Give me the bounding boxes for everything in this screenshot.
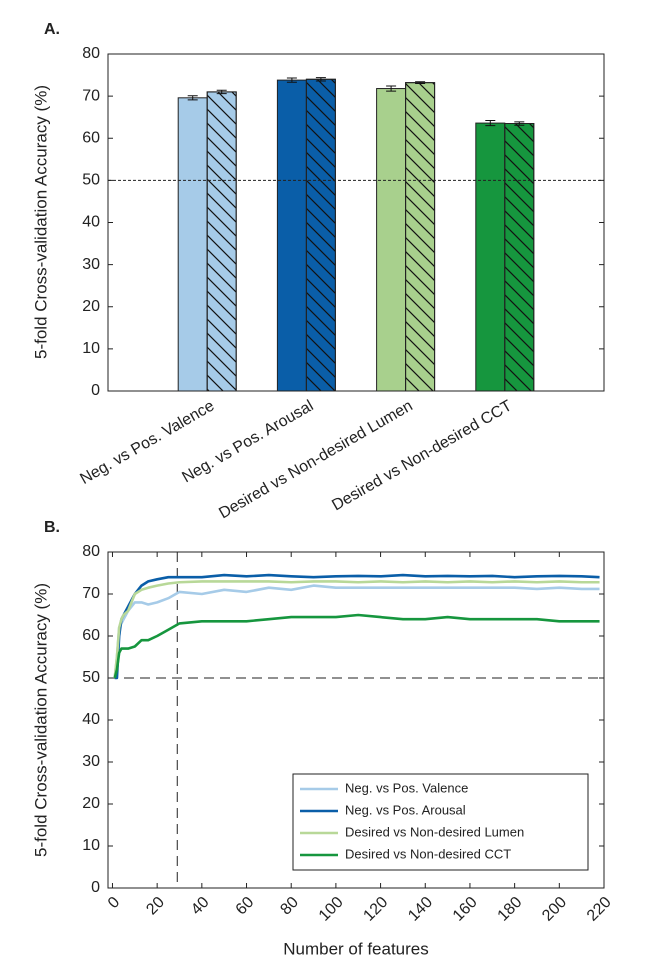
y-tick-label: 50 [82, 172, 100, 189]
bar-hatch [305, 78, 336, 392]
y-tick-label: 20 [82, 298, 100, 315]
error-bar [286, 77, 297, 83]
line-series [113, 613, 600, 679]
y-tick-label: 80 [82, 543, 100, 560]
y-axis-label: 5-fold Cross-validation Accuracy (%) [31, 583, 50, 857]
bar-hatch [405, 82, 436, 392]
y-tick-label: 60 [82, 129, 100, 146]
error-bar [485, 120, 496, 127]
y-tick-label: 30 [82, 256, 100, 273]
y-tick-label: 0 [91, 382, 100, 399]
y-tick-label: 60 [82, 627, 100, 644]
error-bar [386, 85, 397, 92]
bar [475, 122, 506, 392]
bar [177, 97, 208, 392]
error-bar [216, 89, 227, 95]
line-series [114, 573, 600, 680]
y-tick-label: 20 [82, 795, 100, 812]
y-tick-label: 10 [82, 340, 100, 357]
y-tick-label: 10 [82, 837, 100, 854]
y-tick-label: 70 [82, 585, 100, 602]
error-bar [415, 81, 426, 84]
panel-label: B. [44, 519, 60, 536]
legend-box [292, 773, 589, 871]
y-tick-label: 70 [82, 87, 100, 104]
panel-label: A. [44, 21, 60, 38]
legend-label: Desired vs Non-desired Lumen [345, 824, 524, 839]
legend-label: Neg. vs Pos. Valence [345, 780, 468, 795]
y-tick-label: 50 [82, 669, 100, 686]
bar-hatch [504, 123, 535, 392]
y-axis-label: 5-fold Cross-validation Accuracy (%) [31, 85, 50, 359]
bar [276, 79, 307, 392]
bar [376, 88, 407, 392]
y-tick-label: 40 [82, 711, 100, 728]
line-series [113, 580, 600, 679]
error-bar [514, 121, 525, 126]
y-tick-label: 30 [82, 753, 100, 770]
legend-label: Neg. vs Pos. Arousal [345, 802, 466, 817]
x-axis-label: Number of features [283, 939, 429, 958]
legend-label: Desired vs Non-desired CCT [345, 846, 511, 861]
y-tick-label: 80 [82, 45, 100, 62]
error-bar [187, 95, 198, 101]
error-bar [315, 77, 326, 82]
y-tick-label: 0 [91, 879, 100, 896]
bar-hatch [206, 91, 237, 392]
y-tick-label: 40 [82, 214, 100, 231]
